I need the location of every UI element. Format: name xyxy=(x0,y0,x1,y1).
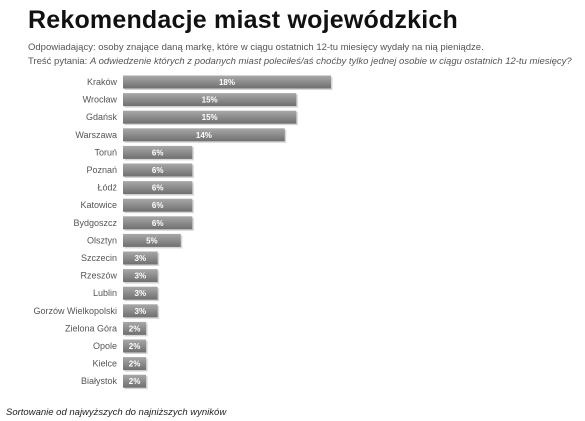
question-note: Treść pytania: A odwiedzenie których z p… xyxy=(28,56,572,67)
category-label: Zielona Góra xyxy=(65,323,117,333)
value-label: 18% xyxy=(219,78,235,87)
category-label: Wrocław xyxy=(83,95,118,105)
bar xyxy=(123,181,193,195)
value-label: 15% xyxy=(202,113,218,122)
question-text: A odwiedzenie których z podanych miast p… xyxy=(89,56,572,67)
bar xyxy=(123,110,297,124)
bar xyxy=(123,75,331,89)
value-label: 6% xyxy=(152,148,164,157)
category-label: Łódź xyxy=(97,183,117,193)
value-label: 5% xyxy=(146,236,158,245)
category-label: Szczecin xyxy=(81,253,117,263)
bar xyxy=(123,216,193,230)
value-label: 2% xyxy=(129,360,141,369)
bar xyxy=(123,233,181,247)
value-label: 3% xyxy=(135,254,147,263)
category-label: Warszawa xyxy=(75,130,117,140)
category-label: Katowice xyxy=(80,200,117,210)
value-label: 6% xyxy=(152,219,164,228)
category-label: Toruń xyxy=(94,147,117,157)
value-label: 14% xyxy=(196,131,212,140)
category-label: Kielce xyxy=(92,359,117,369)
value-label: 2% xyxy=(129,324,141,333)
bar xyxy=(123,304,158,318)
bar xyxy=(123,145,193,159)
bar xyxy=(123,269,158,283)
bar xyxy=(123,286,158,300)
category-label: Białystok xyxy=(81,376,118,386)
category-label: Kraków xyxy=(87,77,118,87)
value-label: 6% xyxy=(152,184,164,193)
bar xyxy=(123,374,147,388)
bar xyxy=(123,93,297,107)
category-label: Gorzów Wielkopolski xyxy=(33,306,117,316)
page-title: Rekomendacje miast wojewódzkich xyxy=(28,6,458,34)
question-prefix: Treść pytania: xyxy=(28,56,90,67)
category-label: Olsztyn xyxy=(87,235,117,245)
value-label: 3% xyxy=(135,289,147,298)
chart-bars: Kraków 18% Wrocław 15% Gdańsk 15% Warszawa 14% T… xyxy=(33,75,333,390)
bar xyxy=(123,251,158,265)
category-label: Poznań xyxy=(86,165,117,175)
bar xyxy=(123,163,193,177)
value-label: 6% xyxy=(152,166,164,175)
sort-footnote: Sortowanie od najwyższych do najniższych… xyxy=(6,407,227,418)
value-label: 6% xyxy=(152,201,164,210)
value-label: 2% xyxy=(129,377,141,386)
bar xyxy=(123,339,147,353)
bar xyxy=(123,321,147,335)
respondents-note: Odpowiadający: osoby znające daną markę,… xyxy=(28,42,484,53)
bar xyxy=(123,198,193,212)
category-label: Bydgoszcz xyxy=(73,218,117,228)
bar xyxy=(123,128,285,142)
category-label: Rzeszów xyxy=(80,271,117,281)
value-label: 2% xyxy=(129,342,141,351)
value-label: 3% xyxy=(135,272,147,281)
value-label: 15% xyxy=(202,96,218,105)
category-label: Opole xyxy=(93,341,117,351)
category-label: Lublin xyxy=(93,288,117,298)
value-label: 3% xyxy=(135,307,147,316)
bar xyxy=(123,357,147,371)
category-label: Gdańsk xyxy=(86,112,118,122)
